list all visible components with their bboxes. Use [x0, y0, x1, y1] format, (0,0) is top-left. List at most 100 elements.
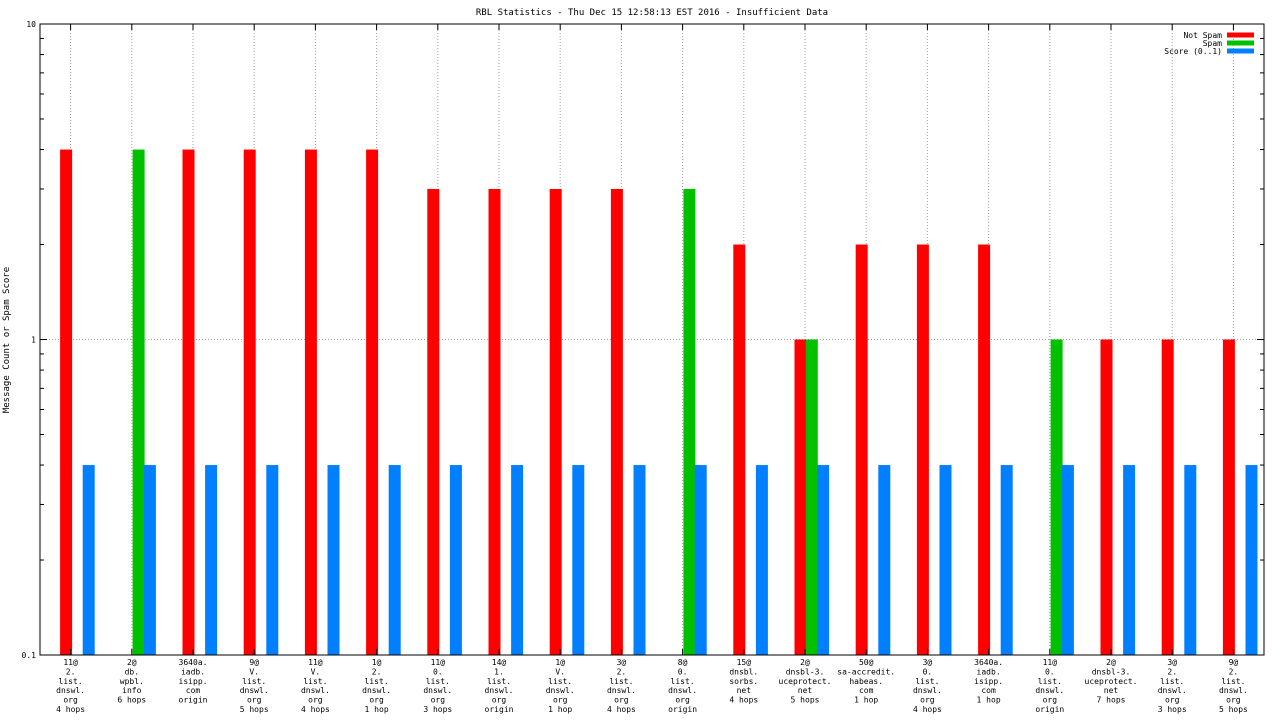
bar-not-spam-0 — [60, 149, 73, 655]
x-tick-label-line: 11@ — [308, 658, 323, 667]
x-tick-label-line: 15@ — [737, 658, 752, 667]
bar-not-spam-19 — [1222, 339, 1235, 655]
x-tick-label-line: 11@ — [63, 658, 78, 667]
x-tick-label-line: list. — [242, 677, 266, 686]
x-tick-label-line: V. — [555, 667, 565, 676]
x-tick-label-line: V. — [249, 667, 259, 676]
bar-score-0-1-0 — [82, 465, 95, 655]
bar-not-spam-2 — [182, 149, 195, 655]
bar-score-0-1-18 — [1184, 465, 1197, 655]
bar-score-0-1-1 — [143, 465, 156, 655]
legend-label: Not Spam — [1183, 31, 1222, 40]
x-tick-label-line: dnswl. — [240, 686, 269, 695]
x-tick-label-line: 0. — [678, 667, 688, 676]
x-tick-label-line: 4 hops — [56, 705, 85, 714]
x-tick-label-line: uceprotect. — [1085, 677, 1138, 686]
x-tick-label: 3@ 2. list. dnswl. org 4 hops — [607, 658, 636, 714]
x-tick-label: 3640a. iadb. isipp. com origin — [179, 658, 208, 705]
x-tick-label-line: dnsbl-3. — [1092, 667, 1131, 676]
x-tick-label-line: net — [737, 686, 752, 695]
bar-not-spam-17 — [1100, 339, 1113, 655]
x-tick-label-line: dnswl. — [485, 686, 514, 695]
x-tick-label-line: origin — [668, 705, 697, 714]
x-tick-label-line: org — [614, 696, 629, 705]
bar-not-spam-4 — [304, 149, 317, 655]
bar-spam-1 — [132, 149, 145, 655]
x-tick-label: 3@ 0. list. dnswl. org 4 hops — [913, 658, 942, 714]
y-tick-label: 10 — [26, 20, 36, 29]
x-tick-label: 2@ dnsbl-3. uceprotect. net 7 hops — [1085, 658, 1138, 705]
x-tick-label-line: org — [492, 696, 507, 705]
bar-not-spam-7 — [488, 188, 501, 655]
x-tick-label-line: 3640a. — [974, 658, 1003, 667]
x-tick-label: 9@ V. list. dnswl. org 5 hops — [240, 658, 269, 714]
x-tick-label-line: org — [1043, 696, 1058, 705]
x-tick-label-line: 11@ — [431, 658, 446, 667]
x-tick-label-line: wpbl. — [120, 677, 144, 686]
x-tick-label-line: 2@ — [800, 658, 810, 667]
x-tick-label-line: 2@ — [1106, 658, 1116, 667]
x-tick-label-line: org — [369, 696, 384, 705]
x-tick-label-line: origin — [179, 696, 208, 705]
x-tick-label: 3@ 2. list. dnswl. org 3 hops — [1158, 658, 1187, 714]
x-tick-label: 11@ V. list. dnswl. org 4 hops — [301, 658, 330, 714]
bars-layer — [60, 149, 1258, 656]
x-tick-label-line: 1 hop — [548, 705, 572, 714]
bar-score-0-1-3 — [266, 465, 279, 655]
x-tick-label-line: list. — [671, 677, 695, 686]
x-tick-label-line: org — [63, 696, 78, 705]
bar-not-spam-14 — [916, 244, 929, 656]
bar-score-0-1-6 — [449, 465, 462, 655]
x-tick-label-line: list. — [1038, 677, 1062, 686]
x-tick-label-line: org — [1165, 696, 1180, 705]
bar-score-0-1-8 — [572, 465, 585, 655]
x-tick-label-line: origin — [1035, 705, 1064, 714]
bar-not-spam-18 — [1161, 339, 1174, 655]
x-tick-label-line: list. — [487, 677, 511, 686]
x-tick-label-line: 1 hop — [365, 705, 389, 714]
legend-swatch — [1227, 48, 1254, 54]
x-tick-label-line: list. — [365, 677, 389, 686]
bar-not-spam-9 — [610, 188, 623, 655]
legend-swatch — [1227, 40, 1254, 46]
x-tick-label-line: dnswl. — [1158, 686, 1187, 695]
x-tick-label-line: 0. — [1045, 667, 1055, 676]
bar-score-0-1-12 — [817, 465, 830, 655]
x-tick-label: 9@ 2. list. dnswl. org 5 hops — [1219, 658, 1248, 714]
x-tick-label-line: 2. — [1229, 667, 1239, 676]
x-tick-label-line: list. — [609, 677, 633, 686]
bar-score-0-1-9 — [633, 465, 646, 655]
x-tick-label-line: origin — [485, 705, 514, 714]
x-tick-label-line: info — [122, 686, 141, 695]
x-tick-label-line: dnswl. — [423, 686, 452, 695]
x-tick-label-line: list. — [1160, 677, 1184, 686]
x-tick-label-line: iadb. — [977, 667, 1001, 676]
x-tick-label: 1@ 2. list. dnswl. org 1 hop — [362, 658, 391, 714]
x-tick-label: 11@ 0. list. dnswl. org origin — [1035, 658, 1064, 714]
x-tick-label-line: list. — [915, 677, 939, 686]
x-tick-label-line: 1@ — [372, 658, 382, 667]
x-tick-label-line: dnsbl. — [729, 667, 758, 676]
bar-not-spam-8 — [549, 188, 562, 655]
x-tick-label-line: org — [675, 696, 690, 705]
x-tick-label: 2@ dnsbl-3. uceprotect. net 5 hops — [779, 658, 832, 705]
bar-score-0-1-7 — [511, 465, 524, 655]
x-tick-label-line: 3@ — [617, 658, 627, 667]
x-tick-label-line: 2@ — [127, 658, 137, 667]
x-tick-label-line: 8@ — [678, 658, 688, 667]
bar-not-spam-12 — [794, 339, 807, 655]
bar-not-spam-11 — [733, 244, 746, 656]
x-tick-label-line: list. — [59, 677, 83, 686]
x-tick-label: 2@ db. wpbl. info 6 hops — [117, 658, 146, 705]
y-tick-label: 0.1 — [22, 651, 37, 660]
x-tick-label-line: net — [798, 686, 813, 695]
bar-not-spam-5 — [366, 149, 379, 655]
x-tick-label: 8@ 0. list. dnswl. org origin — [668, 658, 697, 714]
legend-swatch — [1227, 32, 1254, 38]
x-tick-label-line: dnswl. — [56, 686, 85, 695]
x-tick-label-line: dnswl. — [546, 686, 575, 695]
x-tick-label-line: isipp. — [179, 677, 208, 686]
